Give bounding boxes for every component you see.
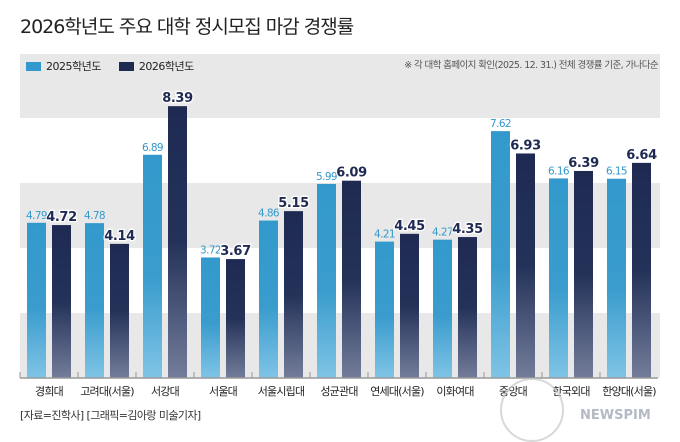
bar-2025 (85, 223, 104, 378)
x-tick-label: 성균관대 (320, 385, 357, 398)
chart-note: ※ 각 대학 홈페이지 확인(2025. 12. 31.) 전체 경쟁률 기준,… (404, 60, 658, 71)
bar-2026 (284, 211, 303, 378)
x-tick-label: 이화여대 (436, 385, 473, 398)
bar-2026 (168, 106, 187, 378)
bar-2025 (433, 239, 452, 378)
x-tick-label: 한양대(서울) (602, 385, 656, 398)
data-label-2026: 4.45 (394, 219, 425, 234)
data-label-2026: 4.14 (104, 229, 135, 244)
x-tick-label: 한국외대 (552, 385, 589, 398)
bar-2025 (607, 178, 626, 378)
legend: 2025학년도 2026학년도 (26, 58, 212, 74)
x-tick-label: 고려대(서울) (80, 385, 134, 398)
bar-2026 (458, 237, 477, 378)
data-label-2026: 4.72 (46, 210, 76, 225)
data-label-2026: 6.93 (510, 138, 541, 153)
bar-2025 (375, 241, 394, 378)
bar-2025 (143, 154, 162, 378)
data-label-2026: 3.67 (220, 244, 251, 259)
data-label-2025: 4.78 (84, 210, 105, 222)
legend-swatch-2026 (118, 61, 134, 71)
watermark: NEWSPIM (580, 408, 651, 423)
source-credit: [자료=진학사] [그래픽=김아랑 미술기자] (20, 409, 201, 422)
legend-item-2025: 2025학년도 (26, 58, 101, 74)
bar-2026 (110, 243, 129, 378)
bar-2026 (516, 153, 535, 378)
bar-2025 (27, 222, 46, 378)
data-label-2025: 6.89 (142, 142, 163, 154)
x-tick-label: 연세대(서울) (370, 385, 424, 398)
x-tick-label: 경희대 (35, 385, 63, 398)
legend-swatch-2025 (26, 61, 41, 71)
data-label-2025: 4.79 (26, 210, 47, 222)
bar-2026 (342, 180, 361, 378)
bar-2026 (52, 225, 71, 378)
data-label-2025: 4.21 (374, 229, 395, 241)
data-label-2025: 7.62 (490, 118, 511, 130)
x-tick-label: 서울시립대 (258, 385, 305, 398)
chart-title: 2026학년도 주요 대학 정시모집 마감 경쟁률 (20, 16, 354, 38)
data-label-2026: 8.39 (162, 91, 193, 106)
x-tick-label: 서강대 (151, 385, 179, 398)
data-label-2025: 6.16 (548, 165, 570, 177)
bar-2025 (201, 257, 220, 378)
data-label-2026: 4.35 (452, 222, 483, 237)
bar-2026 (400, 233, 419, 378)
bar-2025 (491, 131, 510, 378)
data-label-2026: 6.39 (568, 156, 599, 171)
legend-item-2026: 2026학년도 (118, 58, 194, 74)
bar-2025 (259, 220, 278, 378)
x-tick-label: 서울대 (209, 385, 237, 398)
bar-2025 (549, 178, 568, 378)
bar-2026 (574, 170, 593, 378)
data-label-2025: 4.86 (258, 208, 280, 220)
legend-label-2026: 2026학년도 (138, 60, 194, 73)
bar-2026 (632, 162, 651, 378)
data-label-2025: 4.27 (432, 227, 453, 239)
watermark-logo-icon (500, 378, 564, 442)
data-label-2025: 6.15 (606, 166, 627, 178)
bar-2025 (317, 183, 336, 378)
data-label-2026: 6.64 (626, 148, 657, 163)
data-label-2026: 5.15 (278, 196, 309, 211)
bar-2026 (226, 259, 245, 378)
legend-label-2025: 2025학년도 (46, 60, 101, 73)
data-label-2025: 3.72 (200, 244, 221, 256)
data-label-2026: 6.09 (336, 166, 367, 181)
data-label-2025: 5.99 (316, 171, 337, 183)
